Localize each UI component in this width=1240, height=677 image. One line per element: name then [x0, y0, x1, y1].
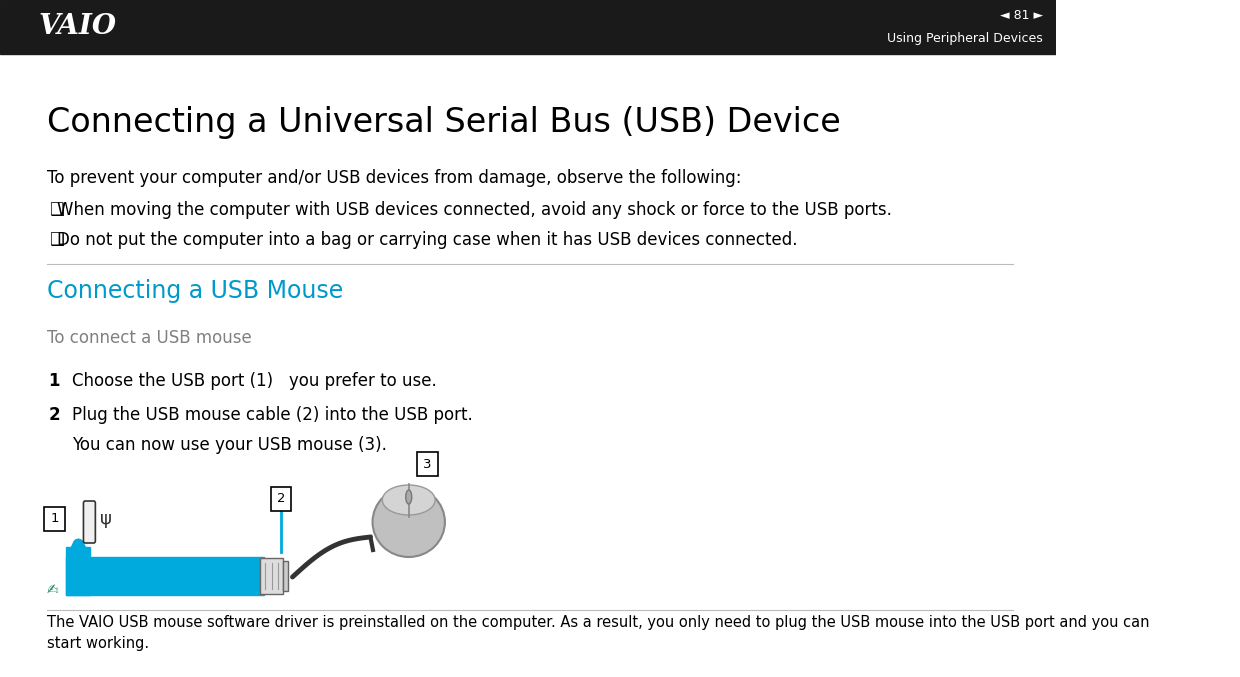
Bar	[283, 561, 288, 591]
Ellipse shape	[382, 485, 435, 515]
Text: 2: 2	[277, 492, 285, 506]
Text: Connecting a USB Mouse: Connecting a USB Mouse	[47, 279, 343, 303]
Text: ✍: ✍	[47, 583, 58, 597]
Text: 1: 1	[48, 372, 60, 390]
Text: The VAIO USB mouse software driver is preinstalled on the computer. As a result,: The VAIO USB mouse software driver is pr…	[47, 615, 1149, 651]
Text: Using Peripheral Devices: Using Peripheral Devices	[888, 32, 1043, 45]
Ellipse shape	[405, 490, 412, 504]
Text: 1: 1	[51, 512, 58, 525]
FancyBboxPatch shape	[417, 452, 438, 476]
Text: You can now use your USB mouse (3).: You can now use your USB mouse (3).	[72, 436, 387, 454]
Text: ◄ 81 ►: ◄ 81 ►	[999, 9, 1043, 22]
Text: 2: 2	[48, 406, 61, 424]
Text: ψ: ψ	[100, 510, 113, 528]
Text: Plug the USB mouse cable (2) into the USB port.: Plug the USB mouse cable (2) into the US…	[72, 406, 474, 424]
Bar	[0, 0, 1056, 54]
Text: Connecting a Universal Serial Bus (USB) Device: Connecting a Universal Serial Bus (USB) …	[47, 106, 841, 139]
Text: To connect a USB mouse: To connect a USB mouse	[47, 329, 252, 347]
Text: Choose the USB port (1)   you prefer to use.: Choose the USB port (1) you prefer to us…	[72, 372, 438, 390]
Text: When moving the computer with USB devices connected, avoid any shock or force to: When moving the computer with USB device…	[57, 201, 892, 219]
FancyBboxPatch shape	[270, 487, 291, 511]
Bar	[259, 558, 283, 594]
Text: Do not put the computer into a bag or carrying case when it has USB devices conn: Do not put the computer into a bag or ca…	[57, 231, 797, 249]
Text: 3: 3	[423, 458, 432, 471]
FancyBboxPatch shape	[45, 507, 64, 531]
FancyBboxPatch shape	[83, 501, 95, 543]
Ellipse shape	[372, 487, 445, 557]
Text: To prevent your computer and/or USB devices from damage, observe the following:: To prevent your computer and/or USB devi…	[47, 169, 742, 187]
Bar	[66, 557, 264, 595]
Bar	[67, 547, 91, 595]
Text: ❑: ❑	[48, 231, 63, 249]
Text: VAIO: VAIO	[38, 14, 117, 41]
Text: ❑: ❑	[48, 201, 63, 219]
